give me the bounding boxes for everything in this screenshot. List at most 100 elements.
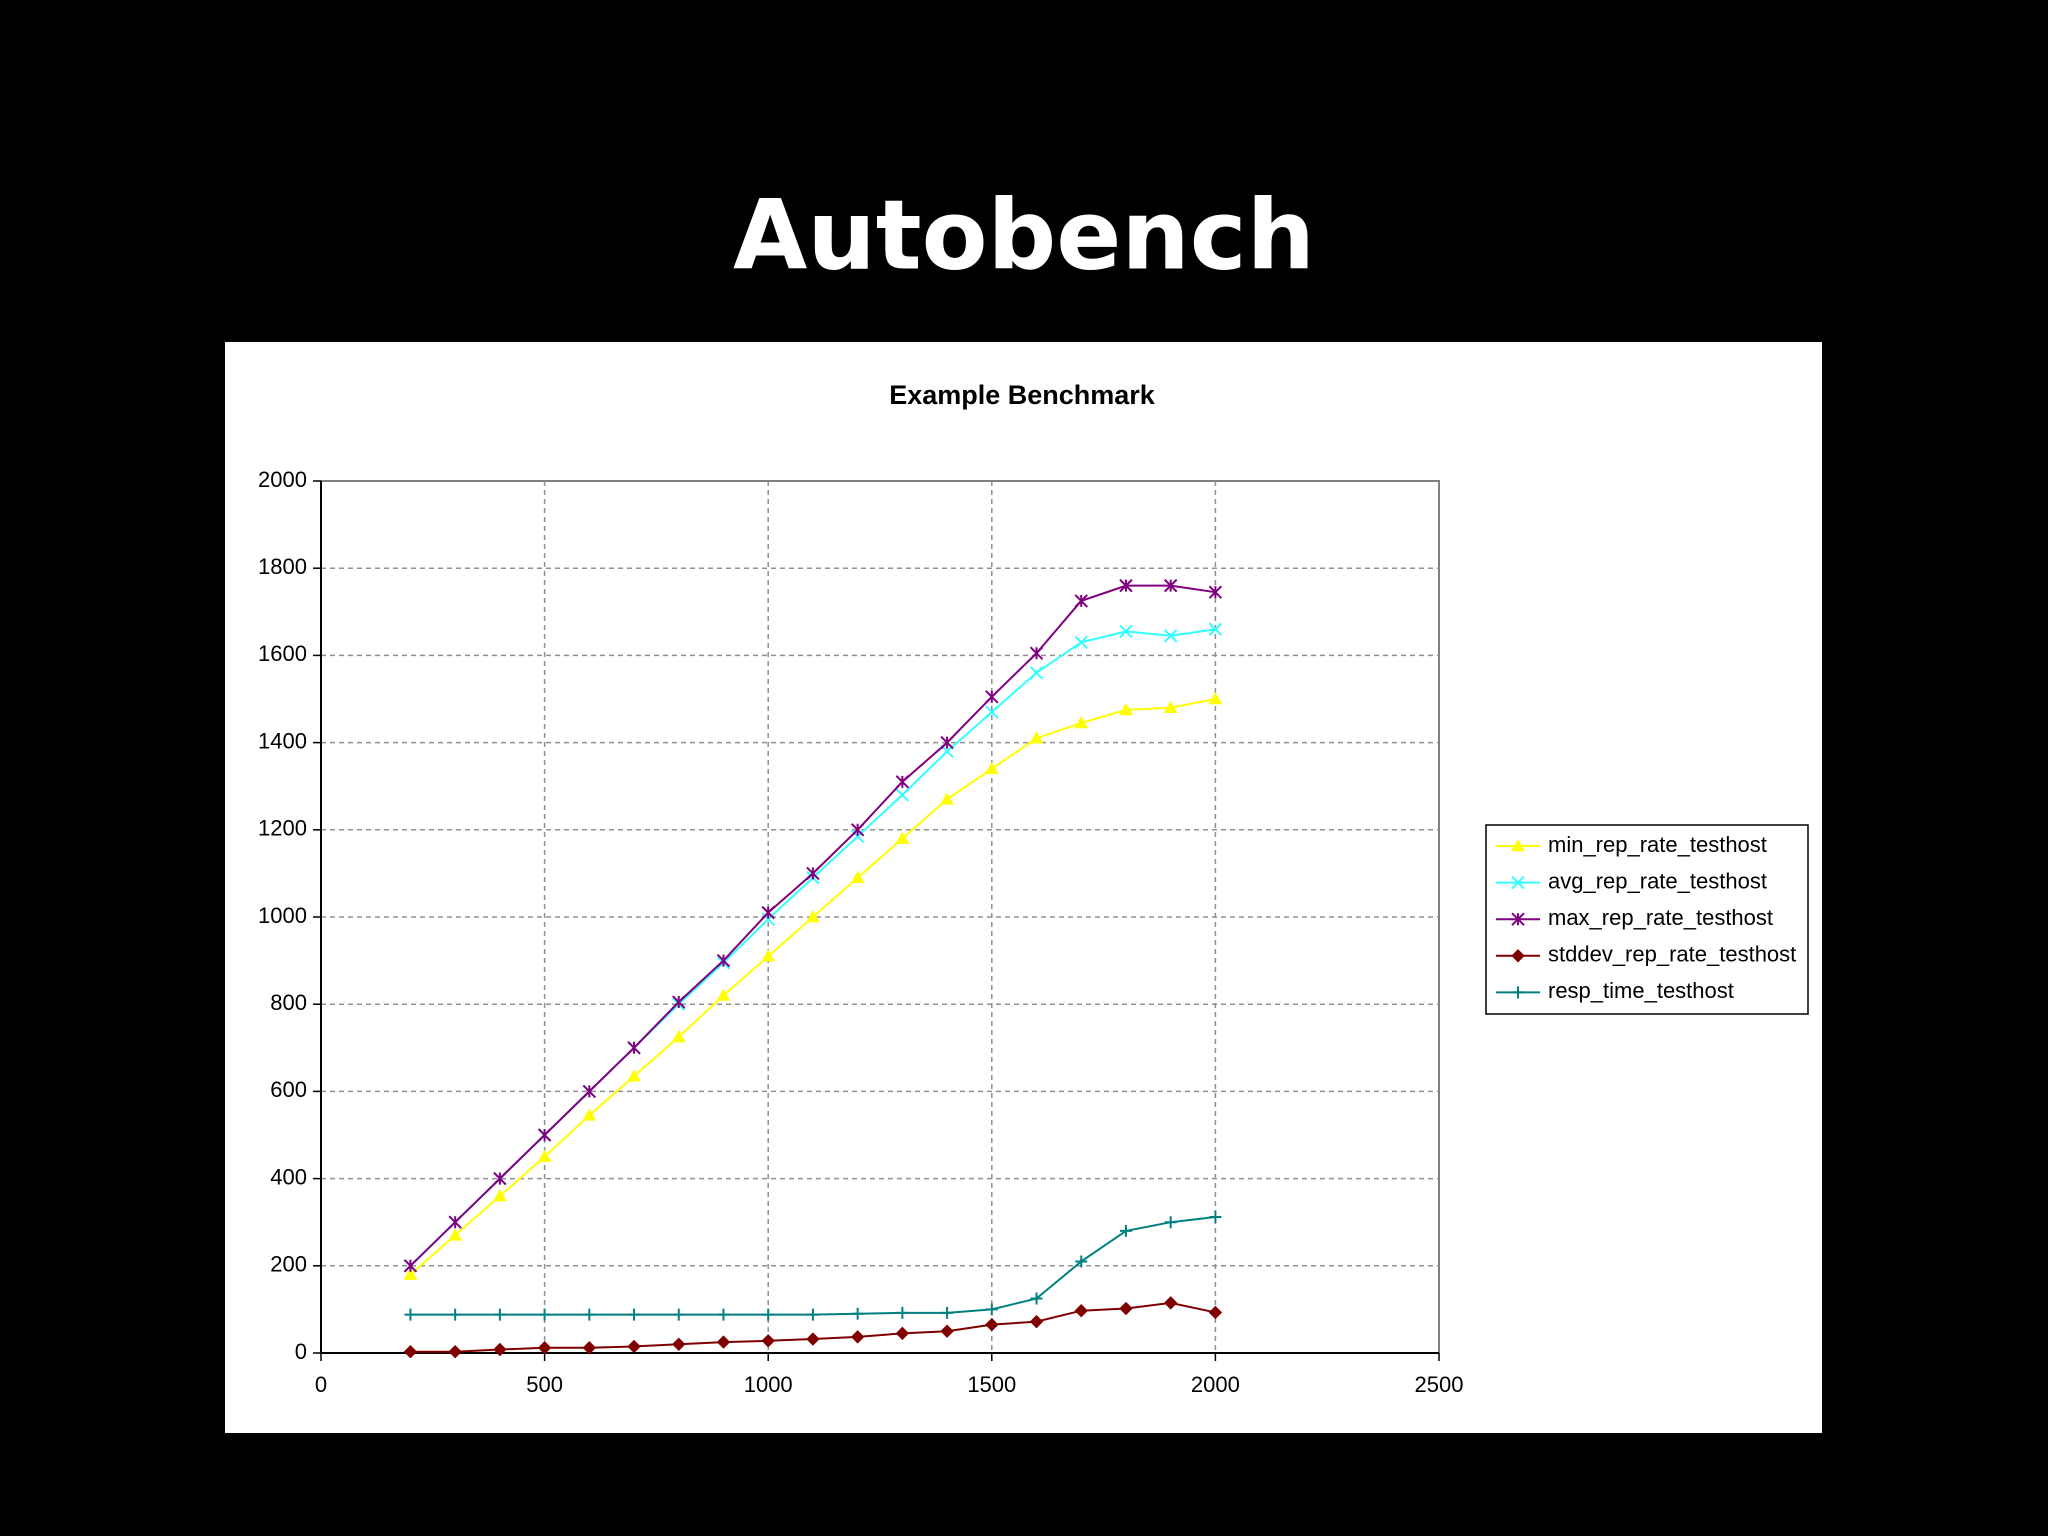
data-point <box>1029 731 1044 744</box>
data-point <box>448 1215 462 1229</box>
data-point <box>895 775 910 789</box>
data-point <box>1074 715 1089 729</box>
data-point <box>1163 629 1178 643</box>
data-point <box>403 1267 418 1280</box>
data-point <box>985 705 999 719</box>
data-point <box>716 988 731 1001</box>
x-tick-label: 2000 <box>1191 1372 1240 1397</box>
data-point <box>761 912 775 926</box>
data-point <box>851 1307 864 1320</box>
data-point <box>538 1308 551 1321</box>
data-point <box>806 909 820 923</box>
data-point <box>761 1334 775 1348</box>
data-point <box>628 1308 641 1321</box>
y-tick-label: 400 <box>270 1164 307 1189</box>
x-tick-label: 500 <box>526 1372 563 1397</box>
data-point <box>940 1324 954 1338</box>
legend-label: max_rep_rate_testhost <box>1548 905 1773 930</box>
data-point <box>1075 1255 1088 1268</box>
data-point <box>537 1128 552 1142</box>
data-point <box>941 1306 954 1319</box>
data-point <box>448 1228 463 1241</box>
legend-marker <box>1511 912 1525 926</box>
data-point <box>985 1303 998 1316</box>
data-point <box>449 1308 462 1321</box>
legend-marker <box>1511 875 1525 890</box>
data-point <box>762 1308 775 1321</box>
data-point <box>1119 1224 1132 1237</box>
data-point <box>627 1339 641 1354</box>
x-tick-label: 0 <box>315 1372 327 1397</box>
data-point <box>1209 1210 1222 1223</box>
data-point <box>672 1337 686 1351</box>
data-point <box>672 995 686 1009</box>
data-point <box>627 1041 641 1055</box>
data-point <box>403 1259 418 1273</box>
data-point <box>537 1341 552 1355</box>
data-point <box>850 1330 865 1344</box>
slide-title: Autobench <box>733 179 1315 291</box>
data-point <box>1208 622 1223 636</box>
y-tick-label: 1000 <box>258 903 307 928</box>
data-point <box>895 1326 910 1341</box>
y-tick-label: 600 <box>270 1077 307 1102</box>
y-tick-label: 1400 <box>258 728 307 753</box>
y-tick-label: 2000 <box>258 467 307 492</box>
data-point <box>582 1108 597 1121</box>
y-tick-label: 200 <box>270 1252 307 1277</box>
data-point <box>493 1189 507 1202</box>
data-point <box>850 870 865 884</box>
y-tick-label: 1600 <box>258 641 307 666</box>
data-point <box>806 866 820 881</box>
data-point <box>448 1344 462 1359</box>
data-point <box>985 1317 999 1332</box>
data-point <box>1074 594 1088 608</box>
data-point <box>493 1171 507 1186</box>
data-point <box>1119 702 1133 716</box>
legend-label: min_rep_rate_testhost <box>1548 832 1767 857</box>
legend-marker <box>1512 986 1524 999</box>
y-tick-label: 1200 <box>258 816 307 841</box>
data-point <box>671 1029 686 1043</box>
data-point <box>761 905 775 920</box>
legend-label: avg_rep_rate_testhost <box>1548 868 1767 893</box>
data-point <box>582 1084 597 1099</box>
data-point <box>493 1342 507 1357</box>
data-point <box>403 1344 418 1359</box>
data-point <box>806 1332 820 1346</box>
data-point <box>895 831 910 844</box>
data-point <box>1163 578 1178 593</box>
legend-label: stddev_rep_rate_testhost <box>1548 942 1796 967</box>
data-point <box>1208 585 1223 599</box>
data-point <box>1030 1292 1043 1305</box>
data-point <box>716 953 731 968</box>
data-point <box>1119 578 1133 593</box>
x-tick-label: 2500 <box>1415 1372 1464 1397</box>
data-point <box>1163 700 1178 714</box>
data-point <box>940 735 954 750</box>
data-point <box>806 1308 819 1321</box>
data-point <box>537 1149 552 1163</box>
data-point <box>1029 646 1044 660</box>
data-point <box>896 1306 909 1319</box>
y-tick-label: 0 <box>295 1339 307 1364</box>
chart-title: Example Benchmark <box>889 380 1156 410</box>
data-point <box>582 1341 597 1355</box>
data-point <box>895 788 910 802</box>
legend-marker <box>1511 949 1525 963</box>
x-tick-label: 1500 <box>967 1372 1016 1397</box>
data-point <box>404 1308 417 1321</box>
data-point <box>1119 1301 1133 1316</box>
data-point <box>985 690 999 704</box>
data-point <box>1208 1305 1223 1320</box>
data-point <box>1029 1314 1044 1329</box>
data-point <box>1164 1216 1177 1229</box>
data-point <box>850 823 865 837</box>
legend-label: resp_time_testhost <box>1548 978 1734 1003</box>
data-point <box>1208 691 1223 705</box>
data-point <box>672 1308 685 1321</box>
y-tick-label: 800 <box>270 990 307 1015</box>
data-point <box>583 1308 596 1321</box>
